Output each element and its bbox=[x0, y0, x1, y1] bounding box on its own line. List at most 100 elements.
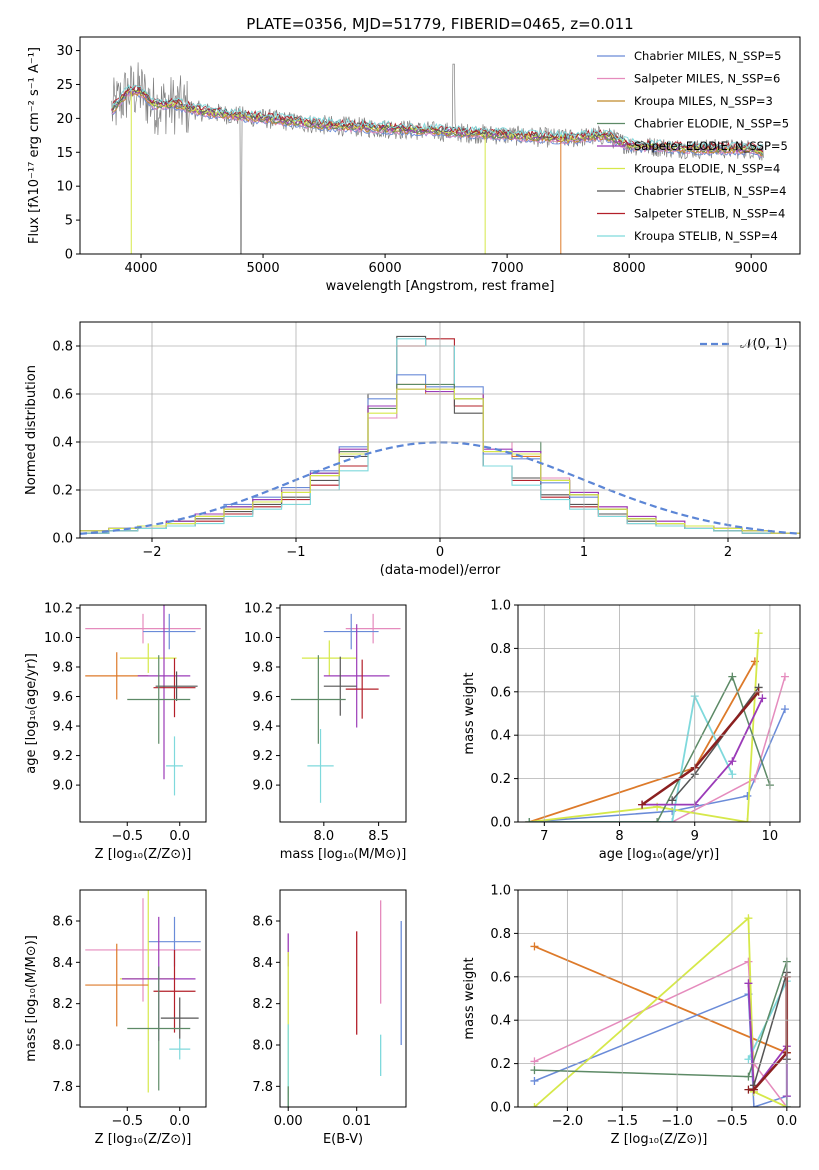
plot-frame bbox=[79, 604, 207, 823]
y-tick-label: 8.4 bbox=[252, 956, 273, 971]
series-point-marker bbox=[744, 979, 753, 988]
y-tick-label: 9.0 bbox=[252, 779, 273, 794]
x-tick-label: 0.0 bbox=[776, 1114, 797, 1129]
legend-label: Salpeter STELIB, N_SSP=4 bbox=[634, 207, 785, 221]
x-tick-label: 2 bbox=[724, 545, 732, 560]
series-point-marker bbox=[758, 694, 767, 703]
x-tick-label: 0.00 bbox=[274, 1114, 303, 1129]
y-tick-label: 0.2 bbox=[490, 772, 511, 787]
spectrum-model-line bbox=[111, 92, 763, 158]
x-tick-label: −2 bbox=[142, 545, 161, 560]
y-tick-label: 8.6 bbox=[252, 915, 273, 930]
series-point-marker bbox=[728, 757, 737, 766]
series-point-marker bbox=[668, 818, 677, 822]
y-tick-label: 9.2 bbox=[52, 749, 73, 764]
spectrum-model-line bbox=[111, 84, 764, 150]
y-tick-label: 9.8 bbox=[252, 661, 273, 676]
legend-label: Salpeter ELODIE, N_SSP=5 bbox=[634, 139, 788, 153]
plot-area bbox=[287, 900, 402, 1107]
y-axis-label: Flux [fλ10⁻¹⁷ erg cm⁻² s⁻¹ A⁻¹] bbox=[27, 47, 42, 244]
x-tick-label: −0.5 bbox=[716, 1114, 748, 1129]
series-point-marker bbox=[525, 818, 534, 822]
series-point-marker bbox=[530, 1066, 539, 1075]
x-axis-label: Z [log₁₀(Z/Z⊙)] bbox=[611, 1132, 708, 1147]
y-tick-label: 20 bbox=[56, 112, 73, 127]
y-tick-label: 5 bbox=[65, 214, 73, 229]
normal-curve-line bbox=[80, 441, 800, 535]
chart-title: PLATE=0356, MJD=51779, FIBERID=0465, z=0… bbox=[246, 15, 633, 33]
y-tick-label: 0.6 bbox=[52, 388, 73, 403]
series-point-marker bbox=[743, 791, 752, 800]
series-point-marker bbox=[653, 818, 662, 822]
y-tick-label: 8.2 bbox=[52, 997, 73, 1012]
x-tick-label: 7000 bbox=[491, 261, 524, 276]
y-tick-label: 0.4 bbox=[490, 1014, 511, 1029]
panel-age-vs-mass: 8.0 8.5 9.0 9.2 9.4 9.6 9.8 10.0 10.2 mass [log₁₀… bbox=[244, 601, 407, 862]
y-tick-label: 0.6 bbox=[490, 685, 511, 700]
x-tick-label: 8 bbox=[615, 829, 623, 844]
y-tick-label: 9.4 bbox=[52, 720, 73, 735]
y-tick-label: 8.0 bbox=[52, 1039, 73, 1054]
y-tick-label: 8.4 bbox=[52, 956, 73, 971]
x-tick-label: 7 bbox=[540, 829, 548, 844]
series-point-marker bbox=[638, 800, 647, 809]
series-point-marker bbox=[744, 1055, 753, 1064]
x-tick-label: −2.0 bbox=[552, 1114, 584, 1129]
x-axis-label: mass [log₁₀(M/M⊙)] bbox=[280, 847, 407, 862]
plot-frame bbox=[279, 889, 407, 1108]
x-tick-label: 0.01 bbox=[342, 1114, 371, 1129]
x-tick-label: 5000 bbox=[247, 261, 280, 276]
legend-label: Chabrier STELIB, N_SSP=4 bbox=[634, 184, 786, 198]
x-tick-label: 10 bbox=[762, 829, 779, 844]
x-tick-label: 0 bbox=[436, 545, 444, 560]
y-tick-label: 0.4 bbox=[490, 729, 511, 744]
series-point-marker bbox=[749, 1103, 758, 1107]
series-point-marker bbox=[530, 1057, 539, 1066]
plot-area bbox=[290, 613, 401, 803]
y-tick-label: 9.2 bbox=[252, 749, 273, 764]
x-tick-label: −1.0 bbox=[661, 1114, 693, 1129]
plot-frame bbox=[279, 604, 407, 823]
series-line bbox=[529, 633, 760, 822]
y-tick-label: 0 bbox=[65, 248, 73, 263]
y-tick-label: 0.0 bbox=[52, 532, 73, 547]
series-point-marker bbox=[728, 770, 737, 779]
series-line bbox=[642, 697, 764, 806]
y-tick-label: 9.6 bbox=[252, 690, 273, 705]
x-tick-label: 0.0 bbox=[169, 1114, 190, 1129]
series-point-marker bbox=[749, 1085, 758, 1094]
x-tick-label: −0.5 bbox=[111, 829, 143, 844]
x-tick-label: 8.0 bbox=[313, 829, 334, 844]
y-tick-label: 10 bbox=[56, 180, 73, 195]
series-line bbox=[529, 708, 786, 822]
y-tick-label: 0.2 bbox=[490, 1057, 511, 1072]
series-point-marker bbox=[780, 672, 789, 681]
series-point-marker bbox=[728, 672, 737, 681]
y-tick-label: 0.8 bbox=[52, 340, 73, 355]
x-tick-label: −1 bbox=[286, 545, 305, 560]
series-point-marker bbox=[744, 957, 753, 966]
series-point-marker bbox=[530, 942, 539, 951]
panel-spectrum: Chabrier MILES, N_SSP=5 Salpeter MILES, N… bbox=[27, 15, 801, 294]
y-tick-label: 10.0 bbox=[244, 631, 273, 646]
y-tick-label: 10.2 bbox=[244, 601, 273, 616]
panel-weight-vs-metallicity: −2.0 −1.5 −1.0 −0.5 0.0 0.0 0.2 0.4 0.6 0.8 1.0 Z [… bbox=[462, 884, 801, 1147]
legend-label: Chabrier MILES, N_SSP=5 bbox=[634, 49, 781, 63]
series-line bbox=[529, 676, 786, 822]
x-tick-label: −1.5 bbox=[606, 1114, 638, 1129]
series-point-marker bbox=[743, 818, 752, 822]
x-tick-label: 6000 bbox=[369, 261, 402, 276]
y-tick-label: 1.0 bbox=[490, 599, 511, 614]
series-line bbox=[534, 945, 788, 1054]
y-tick-label: 0.8 bbox=[490, 927, 511, 942]
legend-label: Chabrier ELODIE, N_SSP=5 bbox=[634, 117, 789, 131]
legend-label: 𝒩(0, 1) bbox=[740, 337, 787, 352]
x-axis-label: (data-model)/error bbox=[380, 563, 501, 578]
series-point-marker bbox=[668, 796, 677, 805]
legend-label: Kroupa ELODIE, N_SSP=4 bbox=[634, 162, 780, 176]
series-point-marker bbox=[744, 914, 753, 923]
y-axis-label: mass weight bbox=[462, 672, 477, 754]
panel-weight-vs-age: 7 8 9 10 0.0 0.2 0.4 0.6 0.8 1.0 age [log₁₀(age/yr… bbox=[462, 599, 801, 862]
panel-mass-vs-extinction: 0.00 0.01 7.8 8.0 8.2 8.4 8.6 E(B-V) bbox=[252, 889, 407, 1147]
